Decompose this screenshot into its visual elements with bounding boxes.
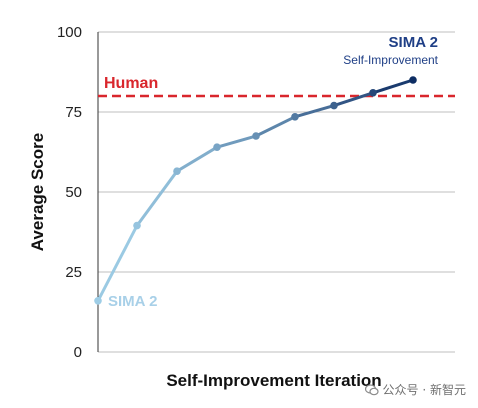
y-tick-label: 75	[65, 104, 82, 121]
series-line-segments	[96, 78, 415, 303]
series-segment	[371, 78, 415, 95]
data-point	[409, 76, 417, 84]
data-point	[94, 297, 102, 305]
wechat-icon	[364, 383, 379, 395]
y-axis-title: Average Score	[28, 133, 47, 251]
series-segment	[215, 134, 258, 149]
series-segment	[135, 169, 179, 228]
series-segment	[254, 115, 297, 138]
y-tick-label: 25	[65, 264, 82, 281]
human-reference-label: Human	[104, 75, 158, 92]
series-segment	[96, 224, 139, 303]
y-tick-label: 50	[65, 184, 82, 201]
data-point	[252, 132, 260, 140]
y-tick-label: 100	[57, 24, 82, 41]
watermark-text: 公众号 · 新智元	[382, 383, 466, 397]
data-point	[291, 113, 299, 121]
data-point	[213, 143, 221, 151]
data-point	[369, 89, 377, 97]
y-tick-labels: 0 25 50 75 100	[57, 24, 82, 361]
watermark: 公众号 · 新智元	[364, 381, 466, 398]
series-segment	[175, 145, 219, 173]
gridlines	[98, 31, 455, 353]
series-label-start: SIMA 2	[108, 293, 157, 310]
series-points	[94, 76, 417, 305]
x-axis-title: Self-Improvement Iteration	[166, 371, 381, 390]
data-point	[173, 167, 181, 175]
y-tick-label: 0	[74, 344, 82, 361]
data-point	[133, 221, 141, 230]
series-label-end: SIMA 2	[389, 34, 438, 51]
series-segment	[332, 91, 375, 108]
series-label-end-subtitle: Self-Improvement	[343, 53, 438, 67]
series-segment	[293, 104, 336, 119]
data-point	[330, 101, 338, 110]
